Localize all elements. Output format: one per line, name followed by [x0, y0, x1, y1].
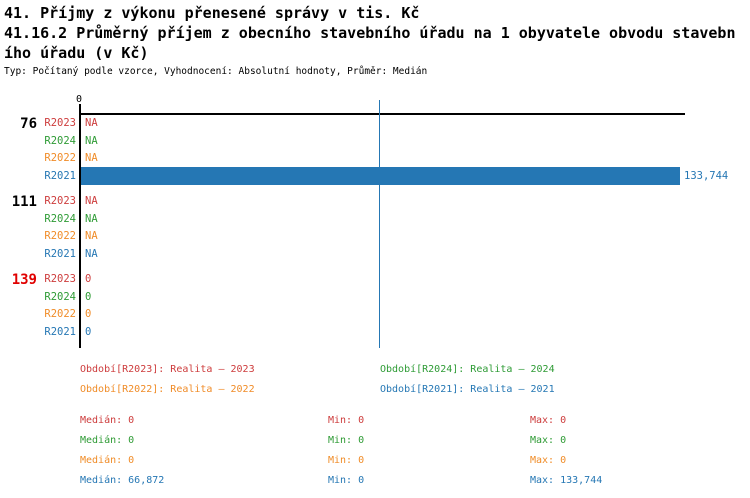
legend-entry-ObdobR2023: Období[R2023]: Realita – 2023: [80, 364, 255, 375]
row-series-label: R2024: [44, 212, 76, 225]
value-bar: [81, 167, 680, 185]
row-series-label: R2021: [44, 169, 76, 182]
row-series-label: R2024: [44, 134, 76, 147]
group-label: 111: [11, 193, 37, 210]
row-series-label: R2023: [44, 273, 76, 285]
row-value-label: NA: [85, 230, 98, 242]
group-label: 76: [20, 115, 37, 132]
row-value-label: NA: [85, 195, 98, 207]
stat-median: Medián: 0: [80, 454, 135, 466]
row-value-label: NA: [85, 247, 98, 260]
stat-median: Medián: 0: [80, 434, 135, 446]
stat-max: Max: 0: [530, 434, 567, 446]
page-title-line2: 41.16.2 Průměrný příjem z obecního stave…: [4, 24, 736, 42]
x-axis-zero-tick-label: 0: [75, 94, 83, 105]
stat-max: Max: 0: [530, 454, 567, 466]
stat-min: Min: 0: [328, 414, 365, 426]
stat-min: Min: 0: [328, 434, 365, 446]
x-axis-top-ruler: [80, 113, 685, 115]
group-label: 139: [11, 271, 37, 288]
y-axis-line: [79, 104, 81, 348]
row-series-label: R2023: [44, 117, 76, 129]
row-value-label: NA: [85, 117, 98, 129]
row-series-label: R2022: [44, 230, 76, 242]
chart-meta-line: Typ: Počítaný podle vzorce, Vyhodnocení:…: [4, 66, 428, 77]
row-series-label: R2022: [44, 308, 76, 320]
legend-entry-ObdobR2021: Období[R2021]: Realita – 2021: [380, 384, 555, 395]
page-title-line3: ího úřadu (v Kč): [4, 44, 149, 62]
row-value-label: 0: [85, 325, 92, 338]
row-series-label: R2021: [44, 325, 76, 338]
bar-value-label: 133,744: [684, 169, 729, 182]
page-title-line1: 41. Příjmy z výkonu přenesené správy v t…: [4, 4, 420, 22]
stat-max: Max: 0: [530, 414, 567, 426]
row-value-label: NA: [85, 134, 98, 147]
stat-min: Min: 0: [328, 474, 365, 486]
row-value-label: NA: [85, 152, 98, 164]
stat-median: Medián: 66,872: [80, 474, 165, 486]
median-gridline: [379, 100, 380, 348]
legend-entry-ObdobR2024: Období[R2024]: Realita – 2024: [380, 364, 555, 375]
row-series-label: R2021: [44, 247, 76, 260]
row-value-label: 0: [85, 290, 92, 303]
row-value-label: 0: [85, 308, 92, 320]
row-series-label: R2024: [44, 290, 76, 303]
legend-entry-ObdobR2022: Období[R2022]: Realita – 2022: [80, 384, 255, 395]
row-value-label: 0: [85, 273, 92, 285]
stat-max: Max: 133,744: [530, 474, 603, 486]
row-series-label: R2022: [44, 152, 76, 164]
row-series-label: R2023: [44, 195, 76, 207]
row-value-label: NA: [85, 212, 98, 225]
stat-median: Medián: 0: [80, 414, 135, 426]
stat-min: Min: 0: [328, 454, 365, 466]
